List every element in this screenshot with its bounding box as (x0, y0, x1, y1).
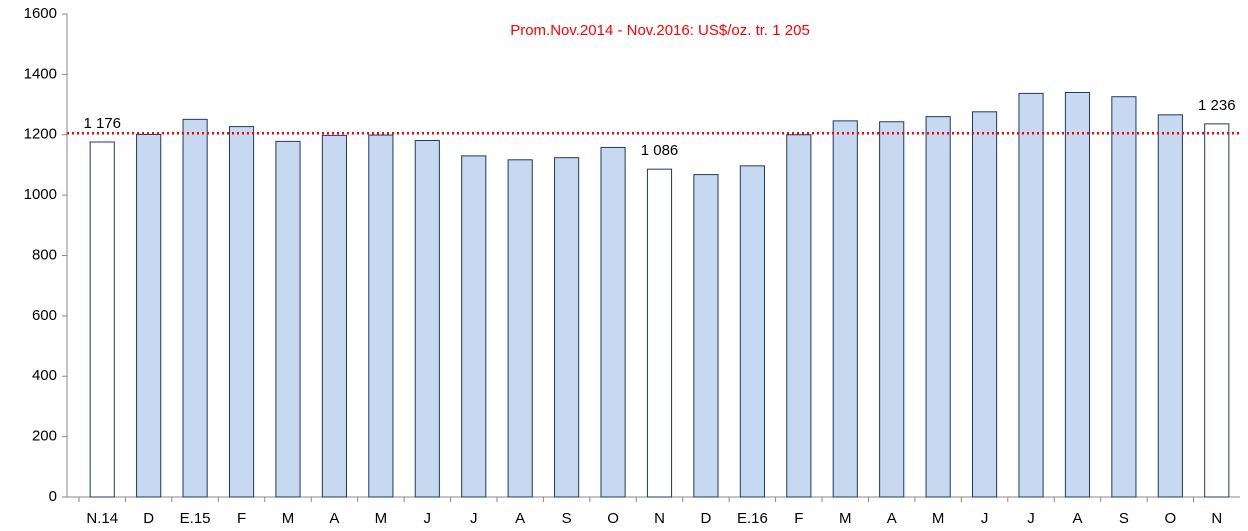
x-tick-label: J (981, 510, 989, 527)
bar (972, 111, 998, 498)
x-tick-label: J (424, 510, 432, 527)
value-label: 1 236 (1198, 97, 1236, 114)
x-tick-label: A (515, 510, 525, 527)
y-tick-label: 1000 (24, 186, 57, 203)
x-tick-label: O (607, 510, 619, 527)
y-tick-label: 200 (32, 428, 57, 445)
x-tick-label: E.16 (737, 510, 768, 527)
y-tick-label: 1400 (24, 65, 57, 82)
y-tick-label: 600 (32, 307, 57, 324)
value-label: 1 086 (641, 142, 679, 159)
x-tick-label: M (932, 510, 945, 527)
reference-label: Prom.Nov.2014 - Nov.2016: US$/oz. tr. 1 … (510, 22, 810, 39)
bar (693, 174, 719, 498)
bar (182, 118, 208, 498)
bar (507, 159, 533, 498)
x-tick-label: A (887, 510, 897, 527)
bar (461, 155, 487, 498)
y-tick-label: 400 (32, 367, 57, 384)
bar (414, 139, 440, 498)
bar (368, 134, 394, 498)
x-tick-label: M (839, 510, 852, 527)
x-tick-label: F (794, 510, 803, 527)
bar (1064, 91, 1091, 498)
bar (600, 146, 626, 498)
bar (554, 157, 580, 498)
x-tick-label: A (329, 510, 339, 527)
bar (786, 134, 812, 498)
bar (275, 140, 301, 498)
x-tick-label: N (654, 510, 665, 527)
y-tick-label: 1200 (24, 126, 57, 143)
y-tick-label: 0 (49, 488, 57, 505)
x-tick-label: S (562, 510, 572, 527)
value-label: 1 176 (83, 115, 121, 132)
bar (321, 134, 347, 498)
x-tick-label: N (1211, 510, 1222, 527)
bar (925, 116, 951, 498)
x-tick-label: S (1119, 510, 1129, 527)
bar (739, 165, 765, 498)
bar (1018, 92, 1044, 498)
x-tick-label: N.14 (86, 510, 118, 527)
x-tick-label: M (375, 510, 388, 527)
x-tick-label: O (1165, 510, 1177, 527)
x-tick-label: J (470, 510, 478, 527)
bar (646, 168, 673, 498)
x-tick-label: A (1072, 510, 1082, 527)
bar (1157, 114, 1183, 498)
bar (832, 120, 858, 498)
bar (879, 121, 905, 498)
y-tick-label: 800 (32, 246, 57, 263)
bar (228, 126, 255, 498)
x-tick-label: D (701, 510, 712, 527)
x-tick-label: J (1027, 510, 1035, 527)
x-tick-label: E.15 (180, 510, 211, 527)
x-tick-label: D (143, 510, 154, 527)
bar (1111, 96, 1137, 498)
bar (1204, 123, 1230, 498)
y-tick-label: 1600 (24, 5, 57, 22)
bar (89, 141, 115, 498)
bar (136, 133, 162, 498)
x-tick-label: M (282, 510, 295, 527)
x-tick-label: F (237, 510, 246, 527)
